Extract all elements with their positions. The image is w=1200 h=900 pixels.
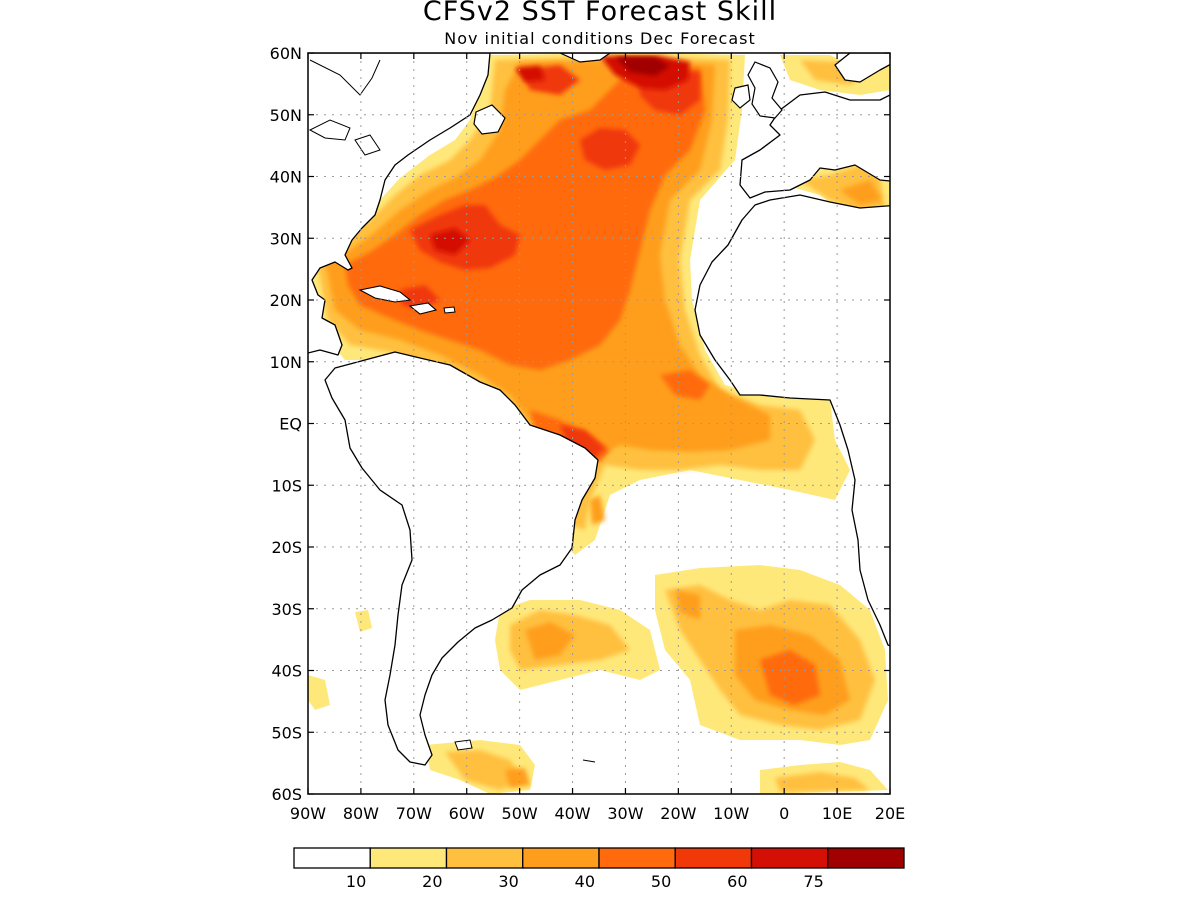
lon-label: 20E [875, 804, 905, 823]
colorbar-swatch [750, 847, 829, 869]
colorbar-label: 60 [727, 872, 747, 891]
hispaniola-landmass [408, 302, 438, 315]
colorbar-label: 75 [803, 872, 823, 891]
colorbar [293, 847, 905, 869]
colorbar-swatch [445, 847, 524, 869]
north-america-landmass [308, 53, 491, 356]
chart-title: CFSv2 SST Forecast Skill [422, 0, 778, 27]
south-america-landmass [324, 351, 599, 766]
colorbar-label: 10 [346, 872, 366, 891]
graticule [308, 53, 890, 794]
lat-label: 10S [271, 476, 302, 495]
longitude-labels: 90W 80W 70W 60W 50W 40W 30W 20W 10W 0 10E 20E [290, 804, 905, 823]
lon-label: 80W [343, 804, 379, 823]
south-georgia-landmass [582, 759, 596, 763]
lon-label: 0 [779, 804, 789, 823]
lon-label: 10E [822, 804, 852, 823]
ireland-landmass [731, 84, 751, 109]
shade-level-75 [615, 57, 670, 76]
lon-label: 90W [290, 804, 326, 823]
africa-landmass [694, 194, 890, 647]
lat-label: 20S [271, 538, 302, 557]
cuba-landmass [358, 285, 412, 303]
colorbar-swatch [598, 847, 676, 869]
puerto-rico-landmass [443, 306, 456, 314]
lat-label: 50S [271, 723, 302, 742]
colorbar-swatch [293, 847, 371, 869]
axis-ticks [307, 52, 891, 795]
great-britain-landmass [747, 61, 783, 119]
lon-label: 30W [607, 804, 643, 823]
lat-label: 60S [271, 785, 302, 804]
land-masks [308, 53, 890, 766]
lat-label: 40S [271, 662, 302, 681]
lat-label: 60N [270, 44, 302, 63]
europe-landmass [739, 53, 890, 199]
lat-label: 50N [270, 106, 302, 125]
lat-label: 40N [270, 168, 302, 187]
lon-label: 70W [396, 804, 432, 823]
skill-field [308, 53, 890, 794]
colorbar-label: 50 [651, 872, 671, 891]
lon-label: 60W [449, 804, 485, 823]
lon-label: 40W [554, 804, 590, 823]
lat-label: 20N [270, 291, 302, 310]
newfoundland-landmass [473, 104, 506, 135]
lat-label: 10N [270, 353, 302, 372]
lat-label: EQ [279, 415, 302, 434]
lon-label: 50W [502, 804, 538, 823]
hudson-bay-coast [309, 59, 381, 96]
lat-label: 30S [271, 600, 302, 619]
colorbar-labels: 10 20 30 40 50 60 75 [346, 872, 824, 891]
colorbar-swatch [827, 847, 905, 869]
chart-subtitle: Nov initial conditions Dec Forecast [444, 29, 756, 48]
colorbar-swatch [522, 847, 600, 869]
great-lakes [308, 119, 381, 156]
lon-label: 10W [713, 804, 749, 823]
colorbar-label: 30 [498, 872, 518, 891]
latitude-labels: 60N 50N 40N 30N 20N 10N EQ 10S 20S 30S 40S 50S 60S [270, 44, 302, 804]
colorbar-swatch [674, 847, 753, 869]
colorbar-label: 20 [422, 872, 442, 891]
falklands-landmass [454, 739, 473, 751]
colorbar-label: 40 [575, 872, 595, 891]
colorbar-swatch [369, 847, 448, 869]
lat-label: 30N [270, 229, 302, 248]
lon-label: 20W [660, 804, 696, 823]
